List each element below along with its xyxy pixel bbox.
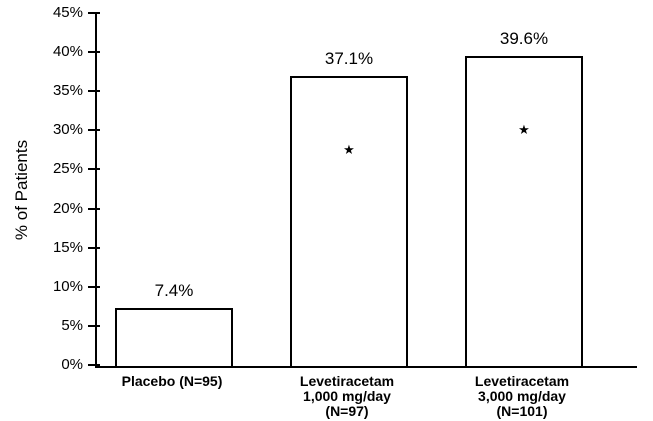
y-tick-label: 20% (52, 199, 83, 217)
y-tick-label: 40% (52, 43, 83, 61)
x-category-label: Levetiracetam 3,000 mg/day (N=101) (432, 374, 612, 419)
y-tick-mark (88, 285, 100, 288)
y-tick-label: 45% (52, 4, 83, 21)
x-category-line: Levetiracetam (299, 373, 395, 389)
bar (465, 56, 583, 366)
y-tick-mark (88, 90, 100, 93)
x-category-line: (N=101) (496, 403, 548, 419)
x-category-label: Levetiracetam 1,000 mg/day (N=97) (257, 374, 437, 419)
x-category-line: 1,000 mg/day (303, 388, 391, 404)
y-tick-mark (88, 51, 100, 54)
y-tick-label: 15% (52, 238, 83, 256)
bar (115, 308, 233, 366)
y-tick-mark (88, 207, 100, 210)
significance-star-icon: ★ (343, 141, 355, 157)
y-tick-label: 10% (52, 277, 83, 295)
x-axis-labels: Placebo (N=95) Levetiracetam 1,000 mg/day(… (95, 374, 635, 420)
bar-group: 7.4% (115, 14, 233, 366)
bar-value-label: 39.6% (499, 29, 549, 49)
bar-group: 37.1% ★ (290, 14, 408, 366)
bar-value-label: 7.4% (154, 281, 194, 301)
x-category-line: 3,000 mg/day (478, 388, 566, 404)
plot-area: 0% 5% 10% 15% 20% 25% 30% 35% 40% 45% 7.4% 37.1% ★ 39… (53, 4, 637, 373)
x-category-line: (N=97) (325, 403, 369, 419)
y-tick-label: 5% (61, 316, 83, 334)
y-tick-mark (88, 129, 100, 132)
y-tick-mark (88, 168, 100, 171)
bar-value-label: 37.1% (324, 48, 374, 68)
x-category-line: Placebo (N=95) (121, 373, 223, 389)
bar-group: 39.6% ★ (465, 14, 583, 366)
y-tick-mark (88, 364, 100, 366)
y-tick-label: 25% (52, 160, 83, 178)
y-axis-title: % of Patients (12, 139, 31, 241)
significance-star-icon: ★ (518, 122, 530, 138)
y-tick-label: 30% (52, 121, 83, 139)
y-tick-mark (88, 246, 100, 249)
bar (290, 75, 408, 366)
y-tick-label: 0% (61, 356, 83, 373)
y-tick-label: 35% (52, 82, 83, 100)
y-tick-mark (88, 12, 100, 14)
x-category-label: Placebo (N=95) (82, 374, 262, 389)
y-tick-mark (88, 324, 100, 327)
x-category-line: Levetiracetam (474, 373, 570, 389)
